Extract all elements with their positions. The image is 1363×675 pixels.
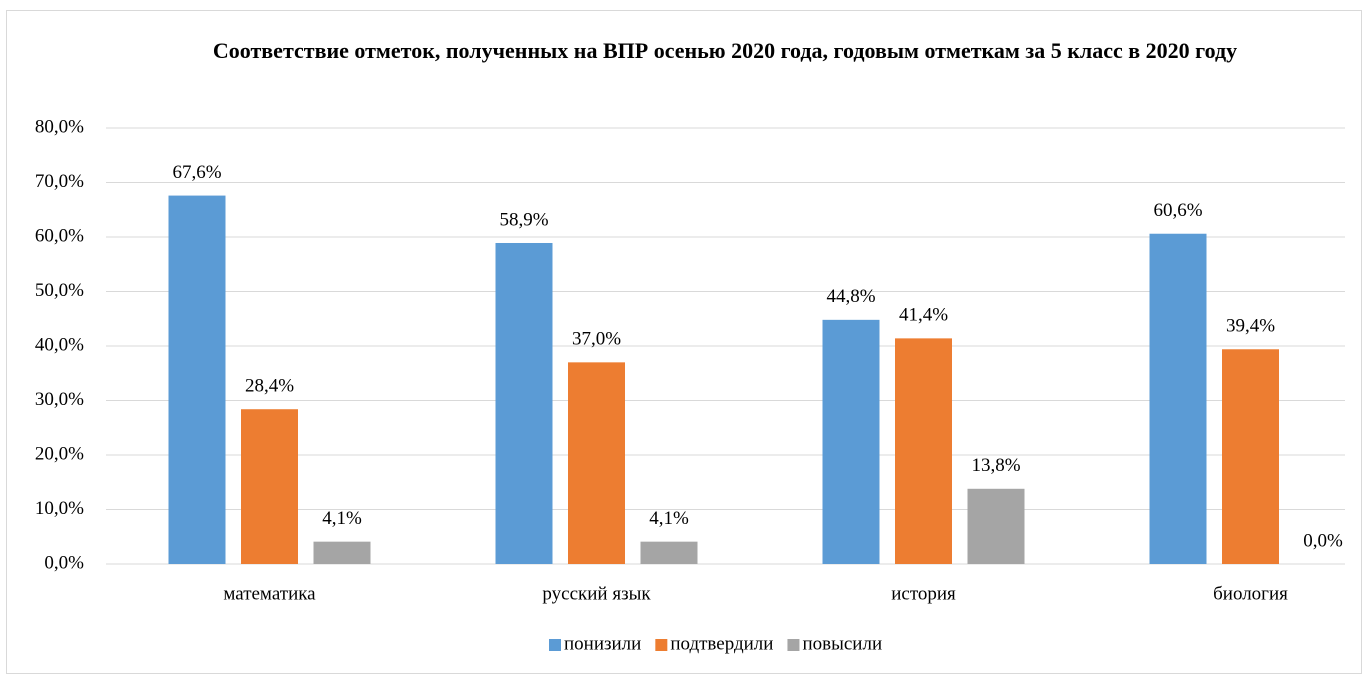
x-tick-label: биология — [1213, 583, 1288, 604]
y-tick-label: 10,0% — [35, 498, 84, 519]
y-tick-label: 70,0% — [35, 171, 84, 192]
y-tick-label: 80,0% — [35, 116, 84, 137]
chart-border — [6, 10, 1362, 674]
bar — [313, 541, 371, 564]
y-tick-label: 20,0% — [35, 443, 84, 464]
bar — [241, 409, 298, 564]
value-label: 28,4% — [245, 376, 294, 397]
y-tick-label: 60,0% — [35, 225, 84, 246]
legend-label: повысили — [802, 633, 882, 654]
bar — [1222, 349, 1279, 564]
legend-swatch — [549, 639, 561, 651]
value-label: 37,0% — [572, 329, 621, 350]
bar — [895, 338, 952, 564]
value-label: 39,4% — [1226, 316, 1275, 337]
bar — [168, 195, 226, 564]
bar — [822, 319, 880, 564]
bar — [495, 242, 553, 564]
bar — [1149, 233, 1207, 565]
bar — [640, 541, 698, 564]
y-tick-label: 30,0% — [35, 389, 84, 410]
bar — [568, 362, 625, 564]
value-label: 67,6% — [172, 162, 221, 183]
x-tick-label: история — [891, 583, 956, 604]
chart-title: Соответствие отметок, полученных на ВПР … — [212, 38, 1238, 63]
value-label: 4,1% — [322, 508, 362, 529]
legend-label: понизили — [564, 633, 641, 654]
y-tick-label: 0,0% — [44, 552, 84, 573]
value-label: 4,1% — [649, 508, 689, 529]
legend-swatch — [655, 639, 668, 651]
legend-label: подтвердили — [670, 633, 773, 654]
legend-swatch — [787, 639, 800, 651]
value-label: 60,6% — [1153, 200, 1202, 221]
bar — [967, 488, 1025, 564]
x-tick-label: математика — [223, 583, 316, 604]
y-tick-label: 50,0% — [35, 280, 84, 301]
value-label: 41,4% — [899, 305, 948, 326]
value-label: 58,9% — [499, 209, 548, 230]
y-tick-label: 40,0% — [35, 334, 84, 355]
value-label: 0,0% — [1303, 530, 1343, 551]
value-label: 13,8% — [971, 455, 1020, 476]
value-label: 44,8% — [826, 286, 875, 307]
x-tick-label: русский язык — [542, 583, 651, 604]
